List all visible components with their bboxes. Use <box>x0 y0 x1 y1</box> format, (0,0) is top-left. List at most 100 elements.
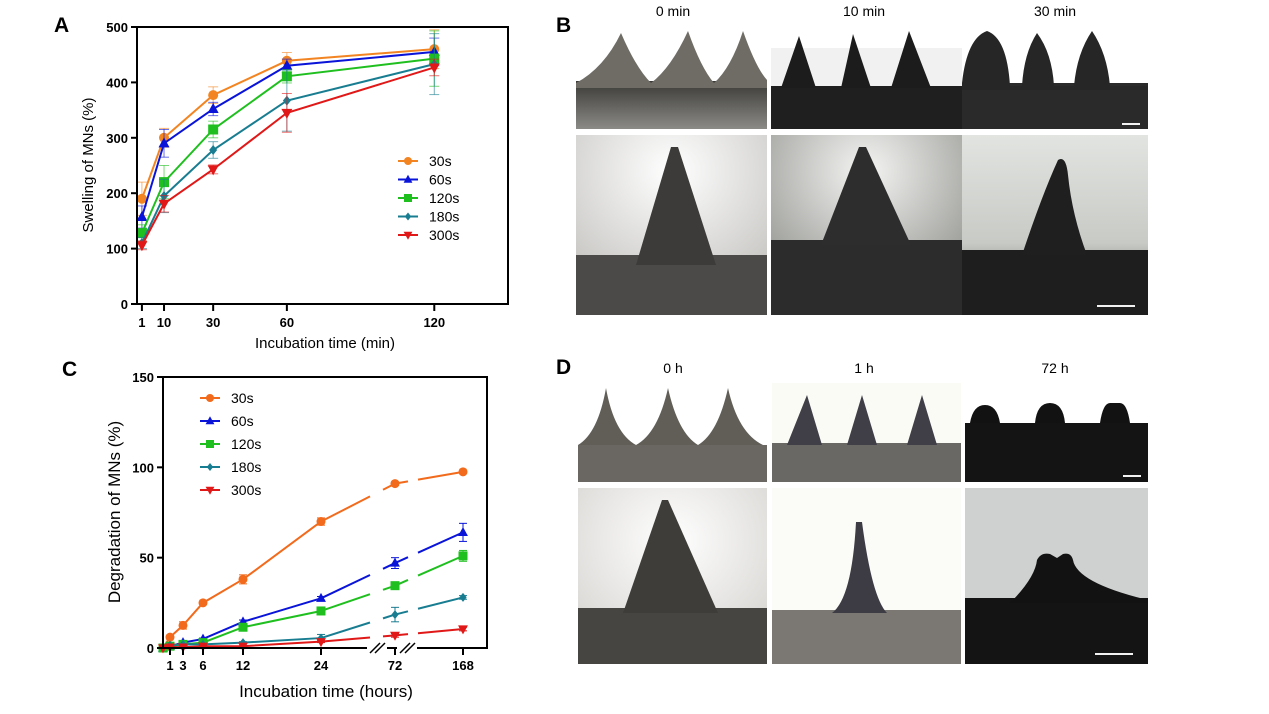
chart-c-point <box>316 606 326 616</box>
photo-b-30min-single <box>962 135 1148 315</box>
chart-a-legend-marker <box>403 231 413 240</box>
photo-b-0min-single <box>576 135 767 315</box>
chart-a-legend-label: 120s <box>429 190 459 206</box>
chart-a-point <box>158 137 170 148</box>
photo-d-1h-single <box>772 488 961 664</box>
photo-b-30min-array <box>962 28 1148 129</box>
scale-bar <box>1097 305 1135 307</box>
single-needle-illustration <box>965 488 1148 664</box>
chart-c-point <box>238 622 248 632</box>
chart-a-legend-item: 300s <box>398 227 459 243</box>
chart-c-break-slash <box>399 642 411 654</box>
chart-c-xtick-label: 12 <box>236 658 250 673</box>
photo-d-72h-array <box>965 383 1148 482</box>
chart-c-axis-gap <box>367 645 387 651</box>
chart-c-point <box>198 598 208 608</box>
needle-array-illustration <box>965 383 1148 482</box>
chart-a-legend-item: 30s <box>398 153 452 169</box>
chart-a-ticks: 0 100 200 300 400 500 1 10 30 60 120 <box>106 20 445 330</box>
chart-a-legend-label: 300s <box>429 227 459 243</box>
chart-a-xlabel: Incubation time (min) <box>255 335 395 352</box>
chart-c-legend-label: 30s <box>231 390 254 406</box>
chart-a-xtick-label: 30 <box>206 315 220 330</box>
chart-a-ytick-label: 300 <box>106 131 128 146</box>
chart-c-break-slash <box>369 642 381 654</box>
panel-letter-a: A <box>54 14 70 37</box>
chart-c-axis-break <box>367 642 387 654</box>
d-column-label-0h: 0 h <box>663 360 683 376</box>
d-column-label-72h: 72 h <box>1041 360 1069 376</box>
chart-a-legend-item: 180s <box>398 209 459 225</box>
photo-b-0min-array <box>576 28 767 129</box>
chart-c-point <box>238 574 248 584</box>
chart-c-point <box>316 592 326 602</box>
chart-c-legend-item: 60s <box>200 413 254 429</box>
chart-a-point <box>136 211 148 222</box>
chart-c-line <box>320 621 371 640</box>
chart-c-point <box>316 638 326 648</box>
chart-a-xtick-label: 1 <box>138 315 145 330</box>
b-column-label-0min: 0 min <box>655 3 691 19</box>
chart-c-point <box>391 610 399 620</box>
chart-a-axes-frame <box>136 26 509 305</box>
chart-a-point <box>136 241 148 252</box>
chart-c-point <box>458 526 468 536</box>
chart-c-legend-label: 300s <box>231 482 261 498</box>
chart-a-ytick-label: 500 <box>106 20 128 35</box>
chart-a-swelling: 0 100 200 300 400 500 1 10 30 60 120 Incubation ti… <box>80 20 509 352</box>
chart-a-point <box>136 193 147 204</box>
needle-array-illustration <box>962 28 1148 129</box>
chart-a-point <box>208 90 219 101</box>
chart-c-line <box>320 574 371 600</box>
scale-bar <box>1095 653 1133 655</box>
panel-letter-b: B <box>556 14 572 37</box>
chart-c-legend-label: 120s <box>231 436 261 452</box>
photo-b-10min-single <box>771 135 962 315</box>
photo-b-10min-array <box>771 28 962 129</box>
chart-c-line <box>417 628 464 635</box>
chart-c-xtick-label: 168 <box>452 658 474 673</box>
chart-c-ytick-label: 100 <box>132 460 154 475</box>
single-needle-illustration <box>962 135 1148 315</box>
single-needle-illustration <box>578 488 767 664</box>
scale-bar <box>1123 475 1141 477</box>
chart-c-axis-gap <box>397 645 417 651</box>
chart-c-ylabel: Degradation of MNs (%) <box>105 421 124 603</box>
chart-c-point <box>390 631 400 641</box>
chart-a-ytick-label: 100 <box>106 242 128 257</box>
chart-a-ytick-label: 0 <box>121 297 128 312</box>
chart-a-point <box>281 59 293 70</box>
chart-c-marks <box>158 467 468 654</box>
chart-c-xtick-label: 6 <box>199 658 206 673</box>
chart-c-point <box>458 625 468 635</box>
photo-d-1h-array <box>772 383 961 482</box>
chart-c-legend-item: 180s <box>200 459 261 475</box>
chart-c-point <box>390 479 400 489</box>
chart-a-legend-marker <box>403 174 413 183</box>
chart-a-legend-marker <box>404 194 412 202</box>
needle-array-illustration <box>576 28 767 129</box>
chart-a-marks <box>136 29 440 252</box>
panel-letter-c: C <box>62 358 78 381</box>
chart-c-xtick-label: 1 <box>166 658 173 673</box>
chart-c-ytick-label: 0 <box>147 641 154 656</box>
chart-a-legend-item: 60s <box>398 172 452 188</box>
chart-a-series-300s <box>136 58 440 252</box>
chart-c-line <box>417 554 464 577</box>
chart-a-point <box>136 228 147 239</box>
chart-c-point <box>458 467 468 477</box>
chart-c-xtick-label: 24 <box>314 658 329 673</box>
photo-d-72h-single <box>965 488 1148 664</box>
chart-a-point <box>208 124 219 135</box>
chart-a-legend-marker <box>404 157 412 165</box>
chart-c-break-slash <box>404 642 416 654</box>
chart-c-axis-break <box>397 642 417 654</box>
single-needle-illustration <box>576 135 767 315</box>
chart-c-xtick-label: 72 <box>388 658 402 673</box>
needle-array-illustration <box>578 383 767 482</box>
scale-bar <box>1122 123 1140 125</box>
chart-c-ytick-label: 50 <box>140 551 154 566</box>
chart-a-xtick-label: 10 <box>157 315 171 330</box>
chart-c-point <box>178 620 188 630</box>
chart-c-legend-item: 300s <box>200 482 261 498</box>
